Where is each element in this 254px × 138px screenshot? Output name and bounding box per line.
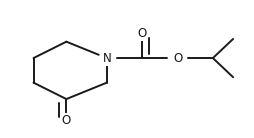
Text: O: O (173, 52, 182, 65)
Text: O: O (137, 27, 147, 40)
Text: O: O (62, 114, 71, 127)
Text: N: N (102, 52, 111, 65)
